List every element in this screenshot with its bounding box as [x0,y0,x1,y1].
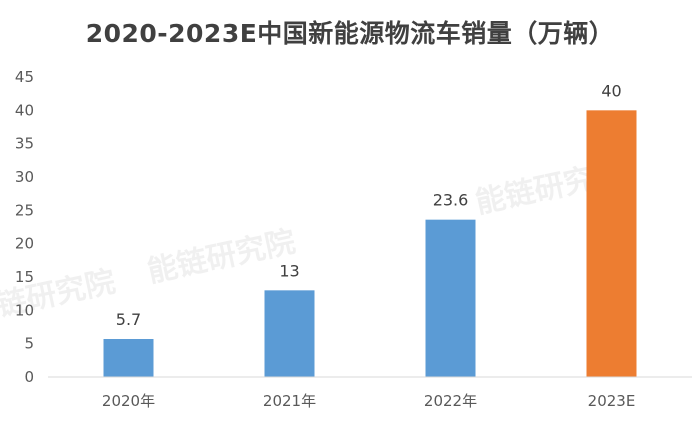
bar [586,110,637,377]
chart-title: 2020-2023E中国新能源物流车销量（万辆） [85,19,615,48]
watermark-text: 能链研究院 [144,224,298,289]
y-axis: 0 5 10 15 20 25 30 35 40 45 [15,68,34,386]
y-tick-label: 35 [15,135,34,153]
bar [425,219,476,377]
y-tick-label: 10 [15,301,34,319]
y-tick-label: 40 [15,101,34,119]
y-tick-label: 25 [15,201,34,219]
bar [264,290,315,377]
x-tick-label: 2023E [588,392,636,410]
data-labels: 5.7 13 23.6 40 [116,81,622,329]
y-tick-label: 45 [15,68,34,86]
y-tick-label: 0 [24,368,34,386]
y-tick-label: 15 [15,268,34,286]
bar [103,339,154,377]
data-label: 13 [279,261,299,280]
y-tick-label: 30 [15,168,34,186]
x-tick-label: 2021年 [263,392,316,410]
data-label: 5.7 [116,310,141,329]
x-tick-label: 2020年 [102,392,155,410]
y-tick-label: 20 [15,235,34,253]
data-label: 40 [601,81,621,100]
data-label: 23.6 [433,191,469,210]
y-tick-label: 5 [24,335,34,353]
bars [103,110,637,377]
x-axis: 2020年 2021年 2022年 2023E [102,392,635,410]
x-tick-label: 2022年 [424,392,477,410]
